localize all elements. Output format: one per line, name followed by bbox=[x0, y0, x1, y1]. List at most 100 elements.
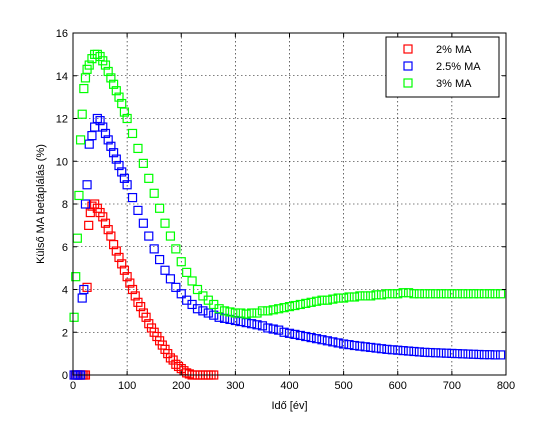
data-point bbox=[100, 218, 111, 228]
data-point bbox=[409, 289, 419, 299]
data-point bbox=[111, 86, 121, 96]
data-point bbox=[236, 308, 246, 318]
data-point bbox=[187, 276, 197, 286]
data-point bbox=[98, 122, 108, 132]
data-point bbox=[138, 158, 148, 168]
data-point bbox=[114, 252, 124, 263]
data-point bbox=[103, 225, 113, 235]
data-point bbox=[225, 307, 235, 317]
data-point bbox=[431, 289, 441, 299]
data-point bbox=[436, 289, 446, 299]
data-point bbox=[355, 341, 365, 351]
data-point bbox=[263, 306, 273, 316]
data-point bbox=[133, 205, 143, 216]
data-point bbox=[452, 349, 462, 359]
data-point bbox=[149, 188, 159, 198]
y-tick-label: 8 bbox=[62, 199, 68, 211]
data-point bbox=[393, 345, 403, 355]
data-point bbox=[468, 289, 479, 299]
data-point bbox=[403, 288, 414, 298]
y-tick-label: 2 bbox=[62, 327, 68, 339]
data-point bbox=[284, 302, 295, 312]
y-tick-label: 10 bbox=[56, 156, 68, 168]
data-point bbox=[127, 128, 138, 139]
data-point bbox=[133, 143, 143, 154]
data-point bbox=[95, 116, 105, 126]
data-point bbox=[82, 282, 92, 292]
data-point bbox=[284, 328, 295, 338]
data-point bbox=[463, 289, 473, 299]
data-point bbox=[485, 350, 495, 360]
legend: 2% MA 2.5% MA 3% MA bbox=[385, 36, 500, 98]
data-point bbox=[198, 306, 208, 316]
data-point bbox=[103, 135, 113, 145]
data-point bbox=[192, 284, 203, 295]
data-point bbox=[441, 348, 452, 358]
data-point bbox=[108, 79, 119, 89]
data-point bbox=[106, 73, 116, 83]
data-point bbox=[84, 220, 94, 230]
data-point bbox=[317, 295, 327, 305]
series-2-5-ma bbox=[69, 113, 506, 380]
data-point bbox=[366, 291, 376, 301]
data-point bbox=[247, 319, 257, 329]
data-point bbox=[75, 135, 86, 145]
data-point bbox=[306, 297, 316, 307]
data-point bbox=[98, 212, 108, 222]
data-point bbox=[376, 344, 387, 354]
data-point bbox=[111, 246, 121, 256]
data-point bbox=[479, 289, 489, 299]
legend-label: 2% MA bbox=[436, 44, 472, 56]
data-point bbox=[160, 265, 170, 275]
data-point bbox=[344, 340, 354, 350]
data-point bbox=[431, 348, 441, 358]
data-point bbox=[71, 272, 81, 282]
data-point bbox=[125, 278, 135, 288]
data-point bbox=[458, 289, 468, 299]
x-tick-label: 600 bbox=[389, 380, 407, 392]
data-point bbox=[114, 160, 124, 171]
data-point bbox=[382, 289, 392, 299]
data-point bbox=[274, 325, 284, 335]
data-point bbox=[119, 265, 130, 275]
data-point bbox=[387, 289, 397, 299]
data-point bbox=[176, 257, 186, 267]
data-point bbox=[122, 180, 132, 190]
data-point bbox=[290, 329, 300, 339]
y-tick-label: 16 bbox=[56, 28, 68, 40]
data-point bbox=[127, 284, 138, 295]
data-point bbox=[108, 240, 119, 250]
data-point bbox=[119, 107, 130, 117]
data-point bbox=[403, 346, 414, 356]
data-point bbox=[77, 109, 87, 119]
data-point bbox=[122, 272, 132, 282]
data-point bbox=[117, 259, 127, 269]
data-point bbox=[214, 304, 224, 314]
data-point bbox=[279, 327, 289, 337]
data-point bbox=[165, 353, 176, 363]
data-point bbox=[106, 141, 116, 151]
legend-marker bbox=[403, 78, 413, 88]
data-point bbox=[495, 350, 506, 360]
x-axis-label: Idő [év] bbox=[271, 400, 307, 412]
data-point bbox=[322, 336, 332, 346]
x-tick-label: 0 bbox=[70, 380, 76, 392]
data-point bbox=[82, 180, 92, 190]
data-point bbox=[339, 339, 349, 349]
data-point bbox=[344, 292, 354, 302]
data-point bbox=[333, 338, 343, 348]
data-point bbox=[79, 83, 89, 94]
data-point bbox=[425, 289, 435, 299]
y-tick-label: 6 bbox=[62, 242, 68, 254]
data-point bbox=[144, 173, 154, 183]
data-point bbox=[79, 284, 89, 295]
data-point bbox=[311, 334, 322, 344]
data-point bbox=[295, 299, 305, 310]
data-point bbox=[241, 309, 251, 319]
data-point bbox=[203, 308, 213, 318]
data-point bbox=[122, 113, 132, 124]
data-point bbox=[382, 344, 392, 354]
data-point bbox=[479, 350, 489, 360]
data-point bbox=[458, 349, 468, 359]
